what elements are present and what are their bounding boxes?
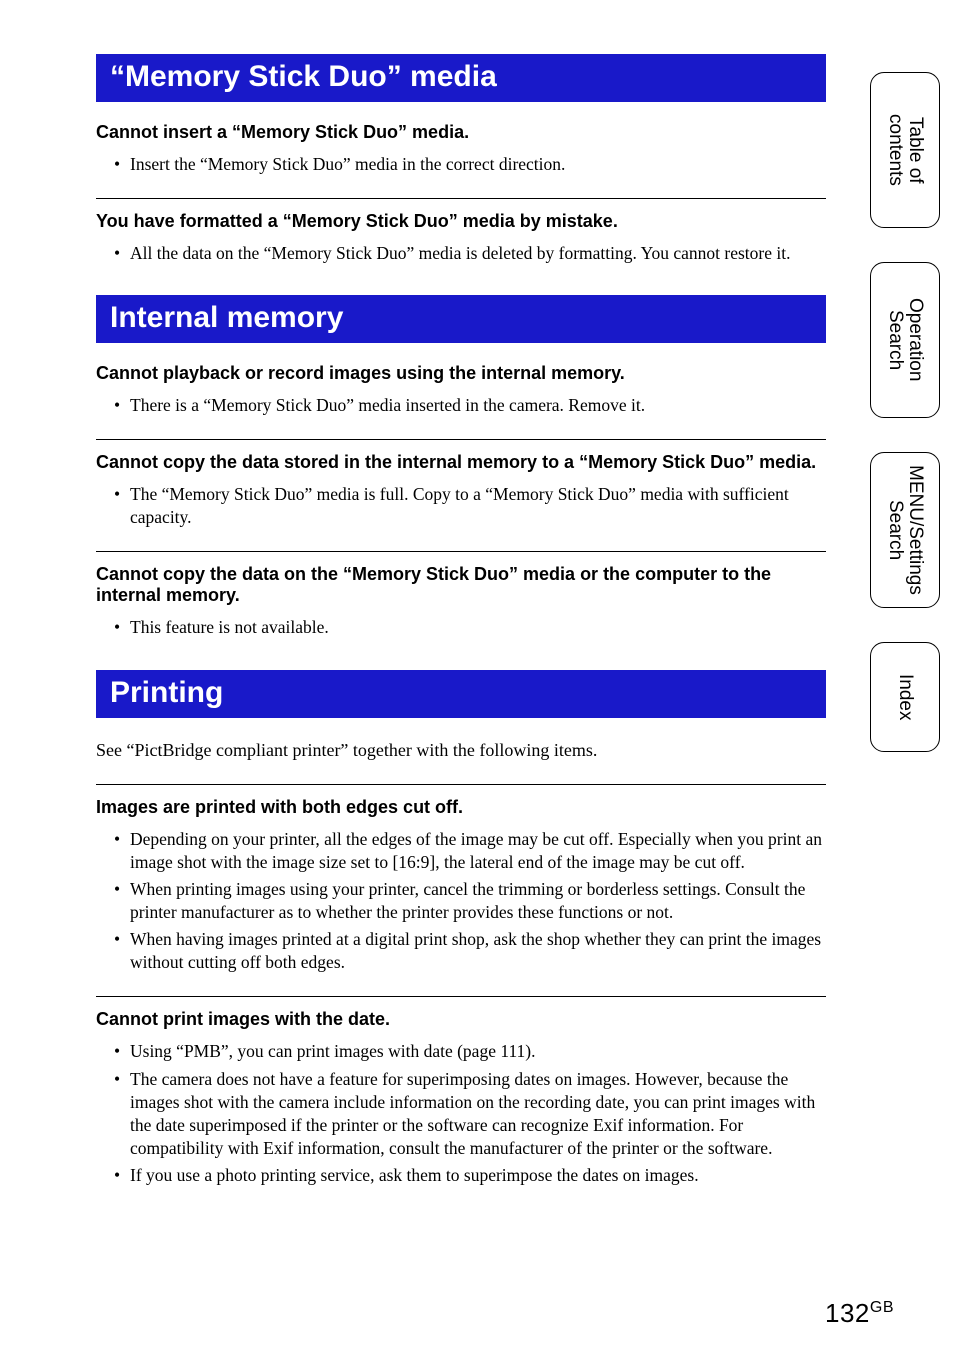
- tab-label: Operation Search: [885, 298, 925, 381]
- section-title-memory-stick: “Memory Stick Duo” media: [96, 54, 826, 102]
- bullet-list: Using “PMB”, you can print images with d…: [96, 1040, 826, 1187]
- bullet-list: Depending on your printer, all the edges…: [96, 828, 826, 975]
- page-number: 132GB: [825, 1298, 894, 1329]
- divider: [96, 439, 826, 440]
- list-item: All the data on the “Memory Stick Duo” m…: [130, 242, 826, 265]
- tab-menu-settings-search[interactable]: MENU/Settings Search: [870, 452, 940, 608]
- tab-index[interactable]: Index: [870, 642, 940, 752]
- content: “Memory Stick Duo” media Cannot insert a…: [96, 54, 826, 1187]
- bullet-list: This feature is not available.: [96, 616, 826, 639]
- subsection-heading: Cannot print images with the date.: [96, 1009, 826, 1030]
- side-tabs: Table of contents Operation Search MENU/…: [870, 72, 940, 752]
- divider: [96, 198, 826, 199]
- page-number-value: 132: [825, 1298, 870, 1328]
- list-item: If you use a photo printing service, ask…: [130, 1164, 826, 1187]
- list-item: Using “PMB”, you can print images with d…: [130, 1040, 826, 1063]
- list-item: There is a “Memory Stick Duo” media inse…: [130, 394, 826, 417]
- subsection-heading: Cannot copy the data on the “Memory Stic…: [96, 564, 826, 606]
- divider: [96, 551, 826, 552]
- section-title-text: “Memory Stick Duo” media: [110, 60, 497, 93]
- section-title-text: Internal memory: [110, 301, 343, 334]
- bullet-list: The “Memory Stick Duo” media is full. Co…: [96, 483, 826, 529]
- section-title-printing: Printing: [96, 670, 826, 718]
- list-item: This feature is not available.: [130, 616, 826, 639]
- list-item: Depending on your printer, all the edges…: [130, 828, 826, 874]
- subsection-heading: Cannot copy the data stored in the inter…: [96, 452, 826, 473]
- tab-label: Table of contents: [885, 114, 925, 186]
- bullet-list: Insert the “Memory Stick Duo” media in t…: [96, 153, 826, 176]
- tab-table-of-contents[interactable]: Table of contents: [870, 72, 940, 228]
- section-title-text: Printing: [110, 676, 223, 709]
- subsection-heading: Cannot playback or record images using t…: [96, 363, 826, 384]
- tab-operation-search[interactable]: Operation Search: [870, 262, 940, 418]
- section-title-internal-memory: Internal memory: [96, 295, 826, 343]
- tab-label: MENU/Settings Search: [885, 465, 925, 595]
- printing-intro: See “PictBridge compliant printer” toget…: [96, 738, 826, 762]
- divider: [96, 784, 826, 785]
- subsection-heading: You have formatted a “Memory Stick Duo” …: [96, 211, 826, 232]
- list-item: When having images printed at a digital …: [130, 928, 826, 974]
- tab-label: Index: [895, 674, 915, 720]
- page: Table of contents Operation Search MENU/…: [0, 0, 954, 1369]
- bullet-list: All the data on the “Memory Stick Duo” m…: [96, 242, 826, 265]
- divider: [96, 996, 826, 997]
- page-number-suffix: GB: [870, 1299, 894, 1316]
- list-item: The camera does not have a feature for s…: [130, 1068, 826, 1160]
- list-item: Insert the “Memory Stick Duo” media in t…: [130, 153, 826, 176]
- subsection-heading: Cannot insert a “Memory Stick Duo” media…: [96, 122, 826, 143]
- subsection-heading: Images are printed with both edges cut o…: [96, 797, 826, 818]
- bullet-list: There is a “Memory Stick Duo” media inse…: [96, 394, 826, 417]
- list-item: The “Memory Stick Duo” media is full. Co…: [130, 483, 826, 529]
- list-item: When printing images using your printer,…: [130, 878, 826, 924]
